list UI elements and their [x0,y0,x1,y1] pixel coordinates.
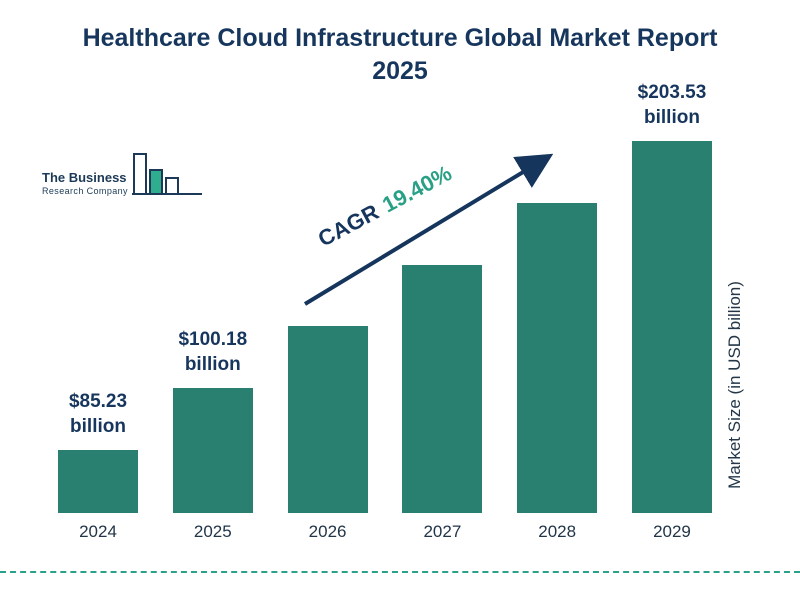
y-axis-label: Market Size (in USD billion) [725,281,744,489]
bar [631,141,712,513]
bar-value-amount: $203.53 [637,81,707,103]
bar-chart: $85.23 billion 2024 $100.18 billion 2025… [55,80,715,542]
x-axis-year-label: 2029 [653,522,691,541]
bar [58,450,138,513]
bar-column: $100.18 billion 2025 [170,327,256,542]
bar [517,203,598,513]
bar [287,326,368,513]
bar-value-label: $85.23 billion [69,389,127,440]
bar-value-unit: billion [184,354,241,376]
bar-column: 2028 [514,203,600,542]
bar-value-label: $203.53 billion [638,80,707,131]
x-axis-year-label: 2025 [193,522,232,541]
bar-column: 2027 [399,265,485,542]
bar-value-unit: billion [644,107,700,129]
bar-value-label: $100.18 billion [178,327,247,378]
bar [402,265,483,513]
company-logo: The Business Research Company [42,148,204,204]
x-axis-year-label: 2026 [308,522,347,541]
bar-value-amount: $85.23 [68,390,128,412]
x-axis-year-label: 2027 [423,522,462,541]
company-logo-text: The Business Research Company [42,169,128,204]
bar [172,388,253,513]
bar-value-amount: $100.18 [178,328,248,350]
company-name-line2: Research Company [42,185,128,196]
bottom-dashed-divider [0,571,800,573]
trend-arrow [303,153,554,306]
bar-column: 2026 [285,326,371,542]
x-axis-year-label: 2024 [79,522,117,541]
bar-column: $85.23 billion 2024 [55,389,141,542]
bar-column: $203.53 billion 2029 [629,80,715,542]
bar-chart-logo-icon [131,153,202,195]
x-axis-year-label: 2028 [538,522,577,541]
company-name-line1: The Business [42,169,127,185]
chart-title: Healthcare Cloud Infrastructure Global M… [82,24,718,85]
bar-value-unit: billion [70,416,126,438]
